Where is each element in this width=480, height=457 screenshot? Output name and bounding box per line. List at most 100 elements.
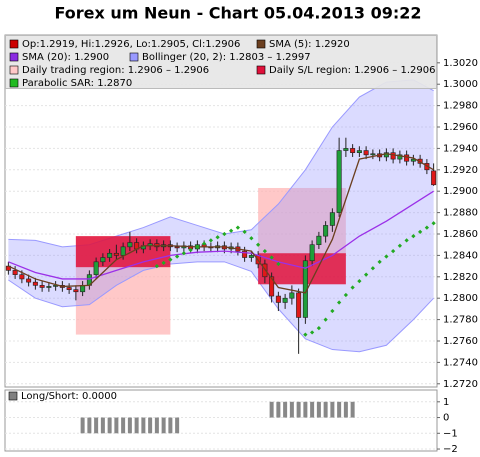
bar: [296, 401, 301, 418]
candle-body: [19, 274, 25, 280]
legend-label: SMA (20): 1.2900: [22, 52, 109, 63]
sar-dot: [262, 249, 267, 254]
y-tick-label: 1.2800: [443, 293, 478, 304]
candle-body: [431, 170, 437, 186]
bar: [94, 417, 99, 434]
candle-body: [120, 246, 126, 256]
legend-label: Bollinger (20, 2): 1.2803 – 1.2997: [142, 52, 311, 63]
candle-body: [329, 212, 335, 226]
candle-body: [404, 154, 410, 162]
legend-label: Parabolic SAR: 1.2870: [22, 78, 132, 89]
candle-body: [397, 154, 403, 160]
sar-dot: [343, 292, 348, 298]
candle-body: [410, 158, 416, 162]
legend-swatch: [9, 78, 19, 88]
bar: [141, 417, 146, 434]
sar-dot: [202, 241, 207, 246]
bar: [100, 417, 105, 434]
bar: [276, 401, 281, 418]
sar-dot: [154, 263, 159, 269]
candle-body: [73, 289, 79, 293]
y-tick-label: 1.2780: [443, 315, 478, 326]
sar-dot: [181, 251, 186, 256]
candle-body: [93, 261, 99, 275]
bollinger-lower: [8, 261, 434, 353]
legend-swatch: [9, 65, 19, 75]
sar-dot: [370, 266, 375, 271]
sar-dot: [276, 261, 281, 267]
bar: [87, 417, 92, 434]
sar-dot: [350, 285, 355, 290]
candle-body: [32, 281, 38, 286]
candle-body: [248, 255, 254, 258]
bar: [330, 401, 335, 418]
y-tick-label: 1.2900: [443, 186, 478, 197]
legend-swatch: [8, 391, 18, 401]
sar-dot: [229, 228, 234, 233]
bar: [337, 401, 342, 418]
bar: [114, 417, 119, 434]
sar-dot: [195, 244, 200, 249]
y-tick-label: 1.2880: [443, 208, 478, 219]
candle-body: [356, 150, 362, 153]
y-tick-label: −2: [443, 444, 458, 455]
candle-body: [127, 242, 133, 248]
bar: [134, 417, 139, 434]
candle-body: [390, 152, 396, 160]
bar: [107, 417, 112, 434]
bar: [148, 417, 153, 434]
sar-dot: [330, 308, 335, 314]
bar: [303, 401, 308, 418]
candle-body: [242, 250, 248, 258]
legend-label: Daily trading region: 1.2906 – 1.2906: [22, 65, 209, 76]
sar-dot: [397, 243, 402, 248]
sar-dot: [357, 278, 362, 284]
sar-dot: [249, 236, 254, 241]
sar-dot: [418, 229, 423, 234]
sar-dot: [188, 247, 193, 253]
bar: [161, 417, 166, 434]
bar: [168, 417, 173, 434]
bar: [80, 417, 85, 434]
candle-body: [370, 153, 376, 156]
candle-body: [113, 252, 119, 256]
sma20-line: [8, 190, 434, 280]
candle-body: [323, 225, 329, 237]
y-tick-label: 1.2820: [443, 272, 478, 283]
panel: [4, 389, 438, 452]
candle-body: [316, 235, 322, 246]
sar-dot: [161, 260, 166, 266]
sar-dot: [316, 326, 321, 331]
sar-dot: [364, 272, 369, 277]
sar-dot: [215, 235, 220, 240]
y-tick-label: 1: [443, 397, 449, 408]
sar-dot: [242, 229, 247, 234]
sar-dot: [404, 238, 409, 243]
candle-body: [66, 287, 72, 290]
sar-dot: [208, 238, 213, 243]
legend-swatch: [9, 39, 19, 49]
legend-label: Long/Short: 0.0000: [21, 391, 117, 402]
legend-label: Op:1.2919, Hi:1.2926, Lo:1.2905, Cl:1.29…: [22, 39, 240, 50]
sar-dot: [411, 234, 416, 239]
candle-body: [269, 276, 275, 297]
bar: [316, 401, 321, 418]
bar: [121, 417, 126, 434]
sar-dot: [384, 254, 389, 259]
bar: [289, 401, 294, 418]
sar-dot: [175, 254, 180, 259]
sar-dot: [310, 330, 315, 335]
sar-dot: [424, 225, 429, 230]
bar: [310, 401, 315, 418]
legend-label: Daily S/L region: 1.2906 – 1.2906: [269, 65, 435, 76]
y-tick-label: 1.2920: [443, 165, 478, 176]
candle-body: [309, 244, 315, 262]
y-tick-label: 1.2980: [443, 101, 478, 112]
sar-dot: [431, 221, 436, 226]
y-tick-label: 1.2720: [443, 379, 478, 390]
sar-dot: [256, 242, 261, 247]
candle-body: [12, 270, 18, 275]
candle-body: [275, 295, 281, 303]
